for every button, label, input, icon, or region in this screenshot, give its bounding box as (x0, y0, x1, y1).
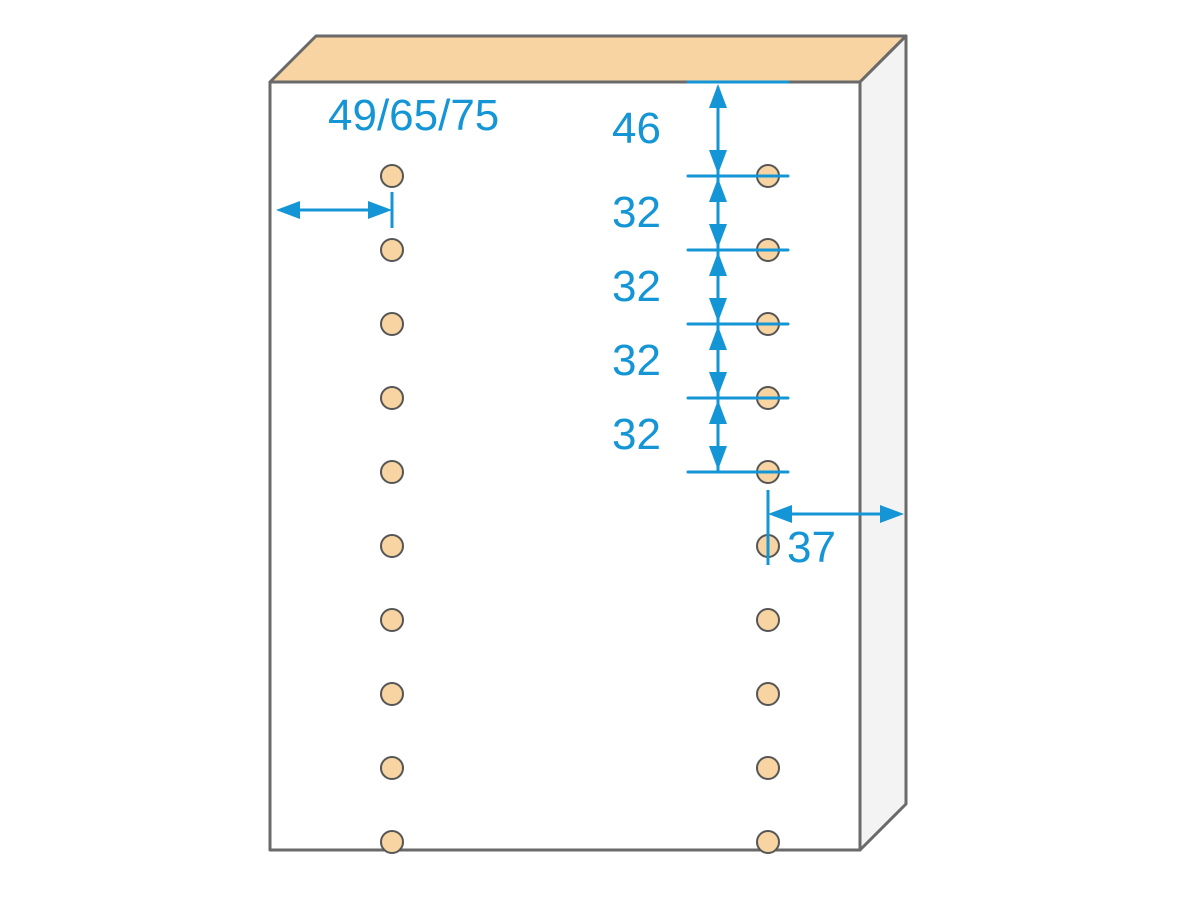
hole-left (381, 831, 403, 853)
dim-pitch-label: 32 (612, 262, 661, 311)
hole-left (381, 609, 403, 631)
hole-right (757, 683, 779, 705)
hole-left (381, 239, 403, 261)
panel-3d (270, 36, 906, 850)
hole-left (381, 683, 403, 705)
hole-right (757, 831, 779, 853)
dim-pitch-label: 32 (612, 336, 661, 385)
hole-left (381, 387, 403, 409)
hole-right (757, 757, 779, 779)
dim-pitch-label: 32 (612, 188, 661, 237)
hole-right (757, 609, 779, 631)
hole-left (381, 535, 403, 557)
hole-left (381, 165, 403, 187)
hole-left (381, 757, 403, 779)
dim-top-offset-label: 46 (612, 104, 661, 153)
hole-left (381, 313, 403, 335)
dim-pitch-label: 32 (612, 410, 661, 459)
dim-left-offset-label: 49/65/75 (328, 91, 499, 140)
hole-left (381, 461, 403, 483)
panel-side-face (860, 36, 906, 850)
panel-top-face (270, 36, 906, 82)
dim-right-offset-label: 37 (787, 523, 836, 572)
